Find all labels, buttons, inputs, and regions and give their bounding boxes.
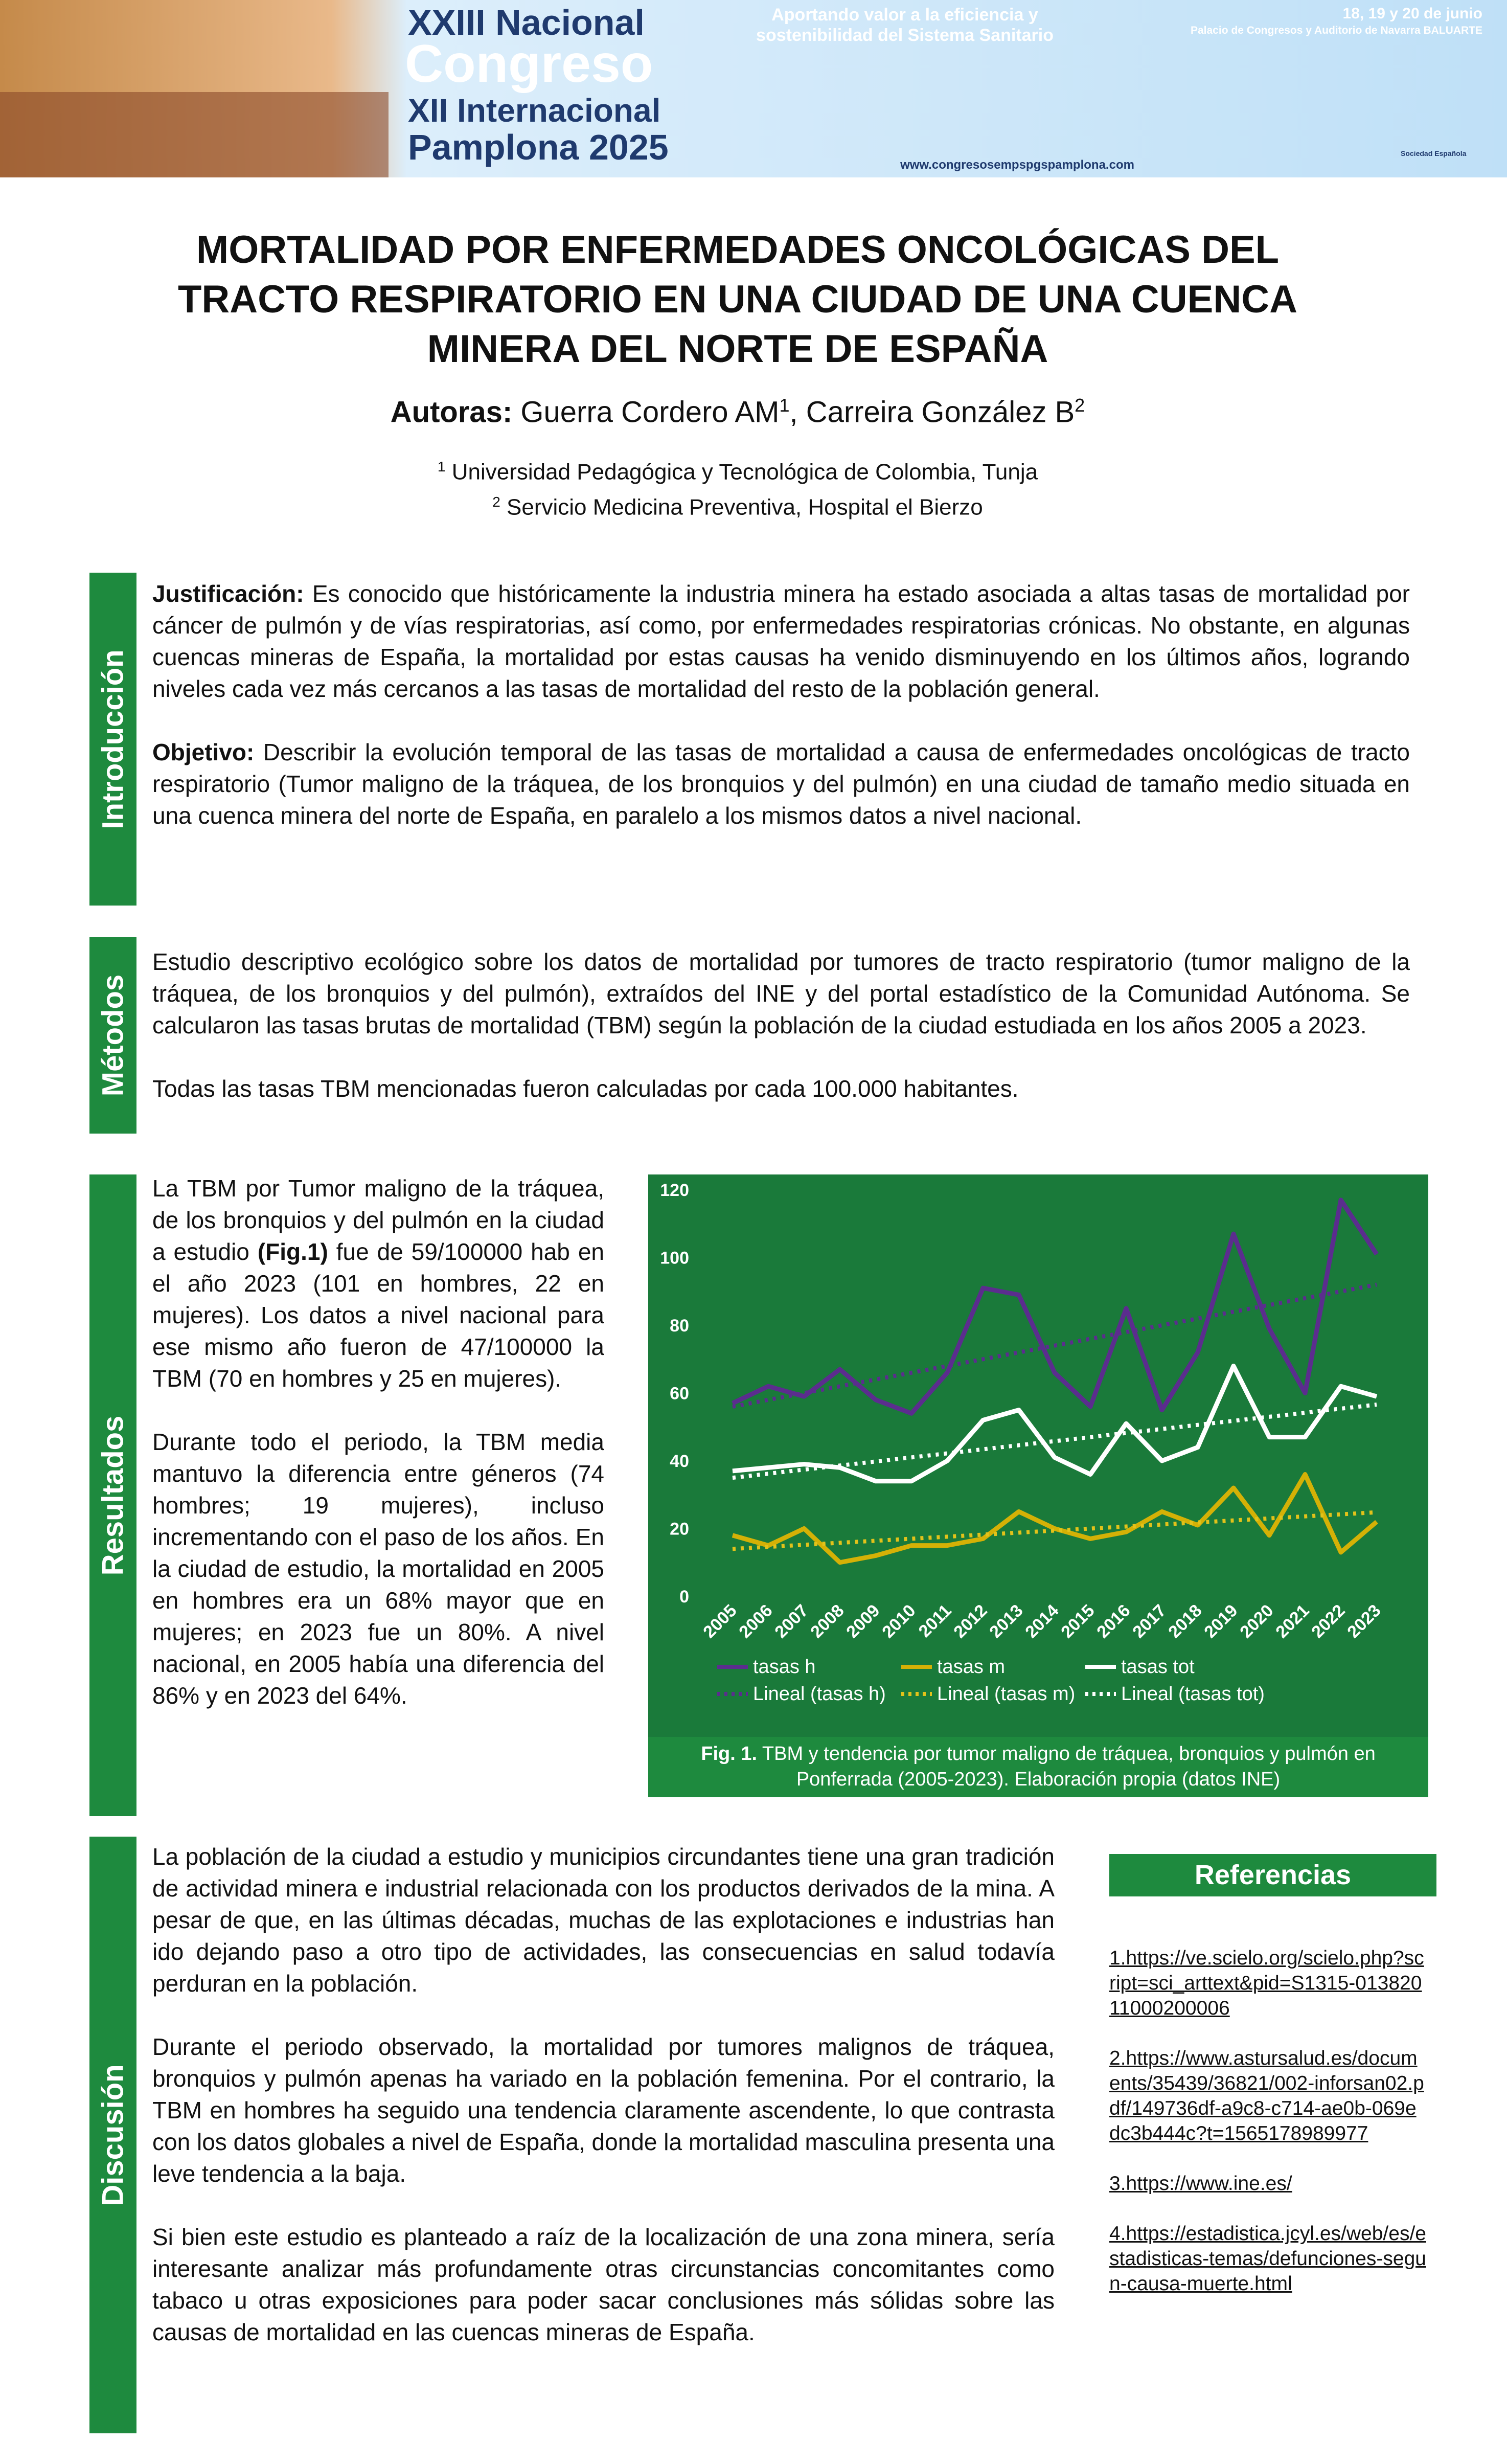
title-line: TRACTO RESPIRATORIO EN UNA CIUDAD DE UNA…: [177, 278, 1297, 321]
year: 2025: [589, 127, 669, 167]
references-title: Referencias: [1109, 1854, 1436, 1896]
legend-label: tasas tot: [1121, 1656, 1195, 1678]
trend-line: [732, 1510, 1377, 1551]
paragraph: La población de la ciudad a estudio y mu…: [152, 1843, 1055, 1997]
chart: 0204060801001202005200620072008200920102…: [648, 1174, 1428, 1737]
title: MORTALIDAD POR ENFERMEDADES ONCOLÓGICAS …: [0, 225, 1475, 374]
edition: XXIII Nacional: [408, 3, 645, 42]
international: XII Internacional: [408, 92, 660, 129]
affiliation-text: Universidad Pedagógica y Tecnológica de …: [445, 459, 1038, 485]
section-tab: Introducción: [89, 573, 136, 906]
intro-text: Justificación: Es conocido que histórica…: [152, 578, 1410, 863]
text: fue de 59/100000 hab en el año 2023 (101…: [152, 1238, 604, 1392]
y-tick-label: 0: [679, 1587, 689, 1607]
url: www.congresosempspgspamplona.com: [900, 158, 1134, 172]
section-label: Discusión: [96, 2064, 130, 2206]
legend-label: Lineal (tasas tot): [1121, 1683, 1265, 1705]
city-year: Pamplona 2025: [408, 127, 669, 167]
paragraph: Todas las tasas TBM mencionadas fueron c…: [152, 1075, 1019, 1102]
label: Objetivo:: [152, 739, 255, 765]
line: [732, 1197, 1379, 1416]
paragraph: Objetivo: Describir la evolución tempora…: [152, 736, 1410, 831]
caption: Fig. 1. TBM y tendencia por tumor malign…: [648, 1737, 1428, 1797]
section-label: Introducción: [96, 649, 130, 829]
legend-label: tasas m: [937, 1656, 1005, 1678]
paragraph: Justificación: Es conocido que histórica…: [152, 578, 1410, 705]
city: Pamplona: [408, 127, 580, 167]
caption-label: Fig. 1.: [701, 1743, 758, 1765]
author-sup: 1: [779, 395, 790, 416]
affiliation-sup: 2: [492, 493, 500, 510]
fig-ref: (Fig.1): [257, 1238, 328, 1265]
text: Describir la evolución temporal de las t…: [152, 739, 1410, 829]
y-tick-label: 120: [660, 1181, 689, 1200]
authors-label: Autoras:: [390, 395, 513, 429]
reference[interactable]: 3.https://www.ine.es/: [1109, 2173, 1292, 2195]
authors: Autoras: Guerra Cordero AM1, Carreira Go…: [0, 395, 1475, 429]
paragraph: Si bien este estudio es planteado a raíz…: [152, 2224, 1055, 2345]
chart-bg: [648, 1174, 1428, 1737]
text: La TBM por Tumor maligno de la tráquea, …: [152, 1175, 604, 1265]
legend-label: Lineal (tasas h): [753, 1683, 886, 1705]
reference[interactable]: 4.https://estadistica.jcyl.es/web/es/est…: [1109, 2223, 1426, 2295]
paragraph: Durante el periodo observado, la mortali…: [152, 2033, 1055, 2187]
author-sup: 2: [1075, 395, 1085, 416]
reference[interactable]: 1.https://ve.scielo.org/scielo.php?scrip…: [1109, 1947, 1424, 2019]
trend-line: [732, 1403, 1377, 1480]
dates: 18, 19 y 20 de junio: [1343, 5, 1482, 22]
title-line: MORTALIDAD POR ENFERMEDADES ONCOLÓGICAS …: [196, 228, 1280, 272]
city-image: [0, 92, 389, 177]
line: [732, 1472, 1378, 1565]
trend-line: [732, 1282, 1377, 1409]
legend-label: tasas h: [753, 1656, 816, 1678]
congress: Congreso: [405, 34, 653, 94]
society: Sociedad Española: [1401, 149, 1467, 157]
figure: 0 20 40 60 80 100 120 2005 2006 2007 2008 2009 2010 2…: [648, 1174, 1428, 1797]
reference[interactable]: 2.https://www.astursalud.es/documents/35…: [1109, 2047, 1424, 2144]
section-tab: Discusión: [89, 1837, 136, 2433]
title-line: MINERA DEL NORTE DE ESPAÑA: [427, 327, 1048, 371]
affiliations: 1 Universidad Pedagógica y Tecnológica d…: [0, 452, 1475, 522]
text: Es conocido que históricamente la indust…: [152, 580, 1410, 702]
paragraph: Estudio descriptivo ecológico sobre los …: [152, 948, 1410, 1038]
references: 1.https://ve.scielo.org/scielo.php?scrip…: [1109, 1946, 1426, 2321]
venue: Palacio de Congresos y Auditorio de Nava…: [1191, 25, 1482, 36]
paragraph: La TBM por Tumor maligno de la tráquea, …: [152, 1172, 604, 1394]
legend-label: Lineal (tasas m): [937, 1683, 1075, 1705]
y-tick-label: 40: [670, 1452, 689, 1471]
methods-text: Estudio descriptivo ecológico sobre los …: [152, 946, 1410, 1136]
results-text: La TBM por Tumor maligno de la tráquea, …: [152, 1172, 604, 1743]
paragraph: Durante todo el periodo, la TBM media ma…: [152, 1429, 604, 1709]
section-tab: Resultados: [89, 1174, 136, 1816]
author: Guerra Cordero AM: [512, 395, 780, 429]
tagline: Aportando valor a la eficiencia y: [771, 5, 1038, 25]
section-tab: Métodos: [89, 937, 136, 1134]
label: Justificación:: [152, 580, 304, 607]
discussion-text: La población de la ciudad a estudio y mu…: [152, 1841, 1055, 2380]
tagline: sostenibilidad del Sistema Sanitario: [756, 26, 1054, 45]
banner: XXIII Nacional Congreso XII Internaciona…: [0, 0, 1507, 177]
section-label: Métodos: [96, 974, 130, 1097]
affiliation-text: Servicio Medicina Preventiva, Hospital e…: [500, 494, 983, 520]
affiliation: 2 Servicio Medicina Preventiva, Hospital…: [0, 487, 1475, 523]
affiliation: 1 Universidad Pedagógica y Tecnológica d…: [0, 452, 1475, 487]
y-tick-label: 20: [670, 1520, 689, 1539]
author: , Carreira González B: [789, 395, 1075, 429]
affiliation-sup: 1: [437, 459, 446, 474]
y-tick-label: 100: [660, 1249, 689, 1268]
y-tick-label: 80: [670, 1316, 689, 1336]
y-tick-label: 60: [670, 1384, 689, 1404]
section-label: Resultados: [96, 1415, 130, 1575]
caption-text: TBM y tendencia por tumor maligno de trá…: [757, 1743, 1376, 1790]
